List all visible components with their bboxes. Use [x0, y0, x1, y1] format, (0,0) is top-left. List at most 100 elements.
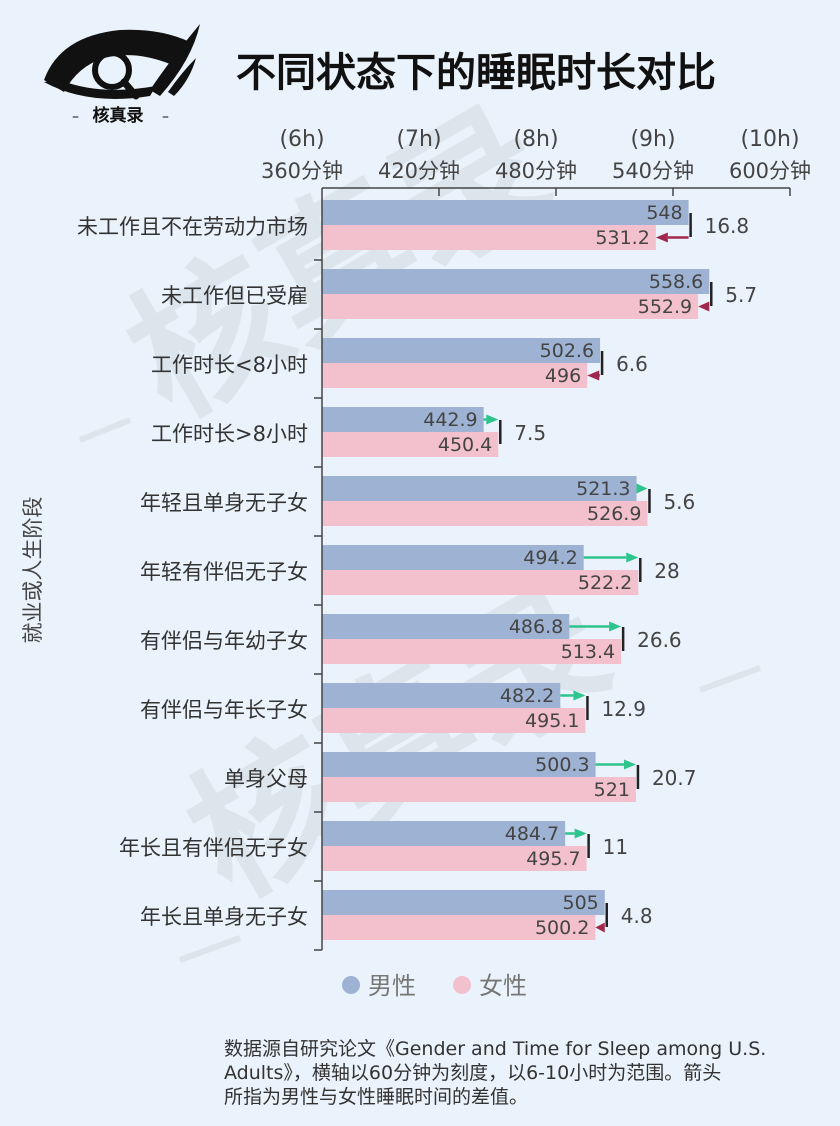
female-bar [322, 225, 656, 250]
diff-arrow-head [609, 621, 622, 632]
diff-arrow-head [655, 232, 668, 243]
x-tick-minute-label: 540分钟 [612, 159, 694, 183]
female-value-label: 450.4 [438, 434, 492, 456]
male-bar [322, 407, 484, 432]
category-row: 有伴侣与年长子女 482.2 495.1 12.9 [140, 673, 646, 733]
female-bar [322, 846, 587, 871]
diff-value-label: 4.8 [621, 904, 653, 928]
diff-arrow-head [595, 922, 605, 933]
category-row: 有伴侣与年幼子女 486.8 513.4 26.6 [140, 604, 682, 664]
category-row: 年长且有伴侣无子女 484.7 495.7 11 [119, 811, 628, 871]
category-label: 年轻且单身无子女 [140, 491, 308, 515]
male-value-label: 500.3 [535, 754, 589, 776]
footnote-line-1: 数据源自研究论文《Gender and Time for Sleep among… [224, 1038, 766, 1060]
x-tick-minute-label: 480分钟 [495, 159, 577, 183]
female-bar [322, 639, 622, 664]
category-row: 工作时长>8小时 442.9 450.4 7.5 [151, 397, 546, 457]
male-bar [322, 476, 637, 501]
female-bar [322, 708, 586, 733]
diff-arrow-head [623, 759, 636, 770]
x-tick-hour-label: (9h) [630, 127, 675, 152]
diff-value-label: 7.5 [514, 421, 546, 445]
female-value-label: 552.9 [638, 296, 692, 318]
logo-dash-left: – [72, 109, 79, 125]
diff-value-label: 12.9 [601, 697, 646, 721]
x-tick-hour-label: (10h) [740, 127, 799, 152]
male-value-label: 521.3 [576, 478, 630, 500]
diff-value-label: 28 [654, 559, 679, 583]
male-bar [322, 752, 596, 777]
diff-arrow-head [626, 552, 639, 563]
category-label: 年轻有伴侣无子女 [140, 560, 308, 584]
legend-male-swatch [342, 976, 360, 994]
diff-arrow-head [486, 414, 499, 425]
male-bar [322, 269, 710, 294]
male-bar [322, 821, 566, 846]
x-tick-minute-label: 600分钟 [729, 159, 811, 183]
male-bar [322, 545, 584, 570]
female-bar [322, 501, 648, 526]
x-tick-hour-label: (6h) [279, 127, 324, 152]
x-axis: (6h) 360分钟 (7h) 420分钟 (8h) 480分钟 (9h) 540分钟 (10h… [261, 127, 811, 196]
category-row: 工作时长<8小时 502.6 496 6.6 [151, 328, 648, 388]
diff-value-label: 20.7 [652, 766, 697, 790]
female-value-label: 500.2 [535, 917, 589, 939]
logo: – 核真录 – [44, 24, 200, 126]
female-bar [322, 570, 639, 595]
category-row: 年长且单身无子女 505 500.2 4.8 [140, 880, 653, 940]
male-bar [322, 683, 561, 708]
female-value-label: 496 [545, 365, 581, 387]
x-tick-minute-label: 420分钟 [378, 159, 460, 183]
female-bar [322, 363, 588, 388]
watermark-text-2: 核真录 [160, 554, 638, 931]
male-value-label: 494.2 [523, 547, 577, 569]
x-tick-hour-label: (7h) [396, 127, 441, 152]
male-value-label: 548 [646, 202, 682, 224]
male-value-label: 482.2 [500, 685, 554, 707]
x-tick-minute-label: 360分钟 [261, 159, 343, 183]
diff-value-label: 5.6 [663, 490, 695, 514]
diff-arrow-head [574, 828, 587, 839]
male-value-label: 558.6 [649, 271, 703, 293]
category-row: 年轻且单身无子女 521.3 526.9 5.6 [140, 466, 695, 526]
male-bar [322, 614, 570, 639]
female-bar [322, 294, 699, 319]
page-title: 不同状态下的睡眠时长对比 [236, 50, 716, 96]
eye-logo-icon [44, 24, 200, 100]
category-row: 未工作但已受雇 558.6 552.9 5.7 [161, 259, 757, 319]
female-bar [322, 432, 499, 457]
diff-value-label: 16.8 [705, 214, 750, 238]
male-value-label: 484.7 [505, 823, 559, 845]
diff-value-label: 11 [603, 835, 628, 859]
category-label: 未工作且不在劳动力市场 [77, 215, 308, 239]
diff-arrow-head [573, 690, 586, 701]
footnote-line-2: Adults》，横轴以60分钟为刻度，以6-10小时为范围。箭头 [224, 1062, 721, 1084]
female-value-label: 495.1 [525, 710, 579, 732]
bars-area: 未工作且不在劳动力市场 548 531.2 16.8 未工作但已受雇 558.6 552.9… [77, 200, 757, 951]
female-value-label: 521 [594, 779, 630, 801]
logo-text: 核真录 [93, 105, 144, 126]
x-tick-hour-label: (8h) [513, 127, 558, 152]
y-axis-label: 就业或人生阶段 [21, 497, 45, 644]
category-label: 工作时长<8小时 [151, 353, 308, 377]
category-label: 年长且单身无子女 [140, 905, 308, 929]
category-label: 单身父母 [224, 767, 308, 791]
legend-male-label: 男性 [368, 972, 416, 1000]
legend-female-swatch [453, 976, 471, 994]
category-label: 有伴侣与年长子女 [140, 698, 308, 722]
male-bar [322, 890, 605, 915]
diff-arrow-head [698, 301, 710, 312]
male-bar [322, 200, 689, 225]
female-value-label: 531.2 [595, 227, 649, 249]
diff-value-label: 6.6 [616, 352, 648, 376]
logo-dash-right: – [162, 109, 169, 125]
female-value-label: 513.4 [561, 641, 615, 663]
footnote-line-3: 所指为男性与女性睡眠时间的差值。 [224, 1086, 528, 1108]
watermark-text-1: 核真录 [100, 74, 578, 451]
female-bar [322, 777, 636, 802]
male-value-label: 502.6 [540, 340, 594, 362]
male-value-label: 505 [562, 892, 598, 914]
